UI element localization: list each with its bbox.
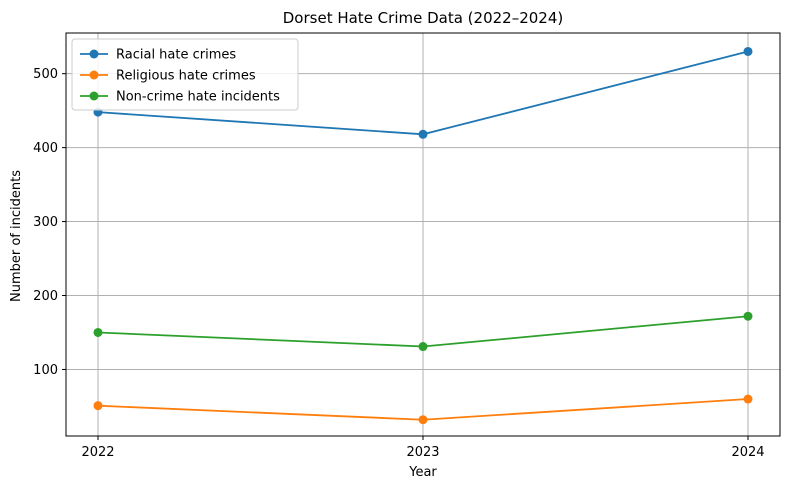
series-layer xyxy=(93,46,753,425)
legend: Racial hate crimes Religious hate crimes N… xyxy=(71,38,299,111)
legend-item: Racial hate crimes xyxy=(80,48,236,63)
legend-label: Religious hate crimes xyxy=(116,69,256,84)
y-tick-label: 500 xyxy=(33,67,58,82)
data-point xyxy=(743,46,753,56)
data-point xyxy=(418,342,428,352)
y-tick-label: 200 xyxy=(33,289,58,304)
series-2 xyxy=(93,394,753,425)
series-1 xyxy=(93,46,753,139)
legend-label: Non-crime hate incidents xyxy=(116,90,280,105)
y-axis: 100 200 300 400 500 xyxy=(33,67,66,378)
y-tick-label: 100 xyxy=(33,363,58,378)
chart-title: Dorset Hate Crime Data (2022–2024) xyxy=(283,9,564,27)
data-point xyxy=(743,394,753,404)
x-axis-label: Year xyxy=(408,465,437,480)
y-axis-label: Number of incidents xyxy=(9,170,24,302)
legend-label: Racial hate crimes xyxy=(116,48,236,63)
grid xyxy=(66,33,780,436)
data-point xyxy=(418,415,428,425)
x-tick-label: 2022 xyxy=(81,445,114,460)
y-tick-label: 400 xyxy=(33,141,58,156)
legend-box xyxy=(71,38,299,111)
series-3 xyxy=(93,311,753,352)
legend-marker xyxy=(89,91,99,101)
y-tick-label: 300 xyxy=(33,215,58,230)
legend-item: Non-crime hate incidents xyxy=(80,90,280,105)
data-point xyxy=(93,327,103,337)
x-tick-label: 2024 xyxy=(731,445,764,460)
data-point xyxy=(743,311,753,321)
legend-item: Religious hate crimes xyxy=(80,69,256,84)
legend-marker xyxy=(89,49,99,59)
x-axis: 2022 2023 2024 xyxy=(81,436,765,460)
data-point xyxy=(93,401,103,411)
legend-marker xyxy=(89,70,99,80)
x-tick-label: 2023 xyxy=(406,445,439,460)
data-point xyxy=(418,129,428,139)
